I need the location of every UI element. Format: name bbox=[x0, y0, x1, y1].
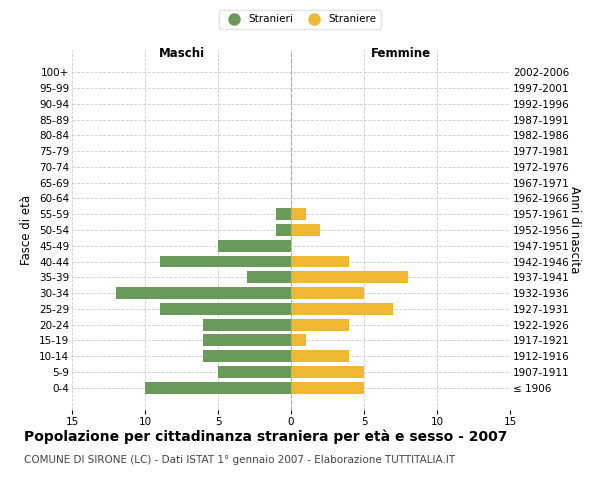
Bar bbox=[291, 256, 349, 268]
Bar bbox=[218, 366, 291, 378]
Bar bbox=[291, 382, 364, 394]
Bar bbox=[277, 224, 291, 236]
Bar bbox=[291, 272, 408, 283]
Bar bbox=[291, 208, 305, 220]
Bar bbox=[277, 208, 291, 220]
Bar bbox=[160, 256, 291, 268]
Bar bbox=[218, 240, 291, 252]
Bar bbox=[291, 303, 393, 315]
Bar bbox=[145, 382, 291, 394]
Bar bbox=[291, 287, 364, 299]
Y-axis label: Anni di nascita: Anni di nascita bbox=[568, 186, 581, 274]
Text: COMUNE DI SIRONE (LC) - Dati ISTAT 1° gennaio 2007 - Elaborazione TUTTITALIA.IT: COMUNE DI SIRONE (LC) - Dati ISTAT 1° ge… bbox=[24, 455, 455, 465]
Bar bbox=[291, 350, 349, 362]
Bar bbox=[116, 287, 291, 299]
Bar bbox=[203, 334, 291, 346]
Legend: Stranieri, Straniere: Stranieri, Straniere bbox=[219, 10, 381, 29]
Bar bbox=[247, 272, 291, 283]
Bar bbox=[203, 350, 291, 362]
Bar bbox=[291, 318, 349, 330]
Bar bbox=[291, 366, 364, 378]
Text: Femmine: Femmine bbox=[370, 46, 431, 60]
Y-axis label: Fasce di età: Fasce di età bbox=[20, 195, 34, 265]
Bar bbox=[160, 303, 291, 315]
Text: Maschi: Maschi bbox=[158, 46, 205, 60]
Text: Popolazione per cittadinanza straniera per età e sesso - 2007: Popolazione per cittadinanza straniera p… bbox=[24, 430, 508, 444]
Bar bbox=[291, 334, 305, 346]
Bar bbox=[203, 318, 291, 330]
Bar bbox=[291, 224, 320, 236]
